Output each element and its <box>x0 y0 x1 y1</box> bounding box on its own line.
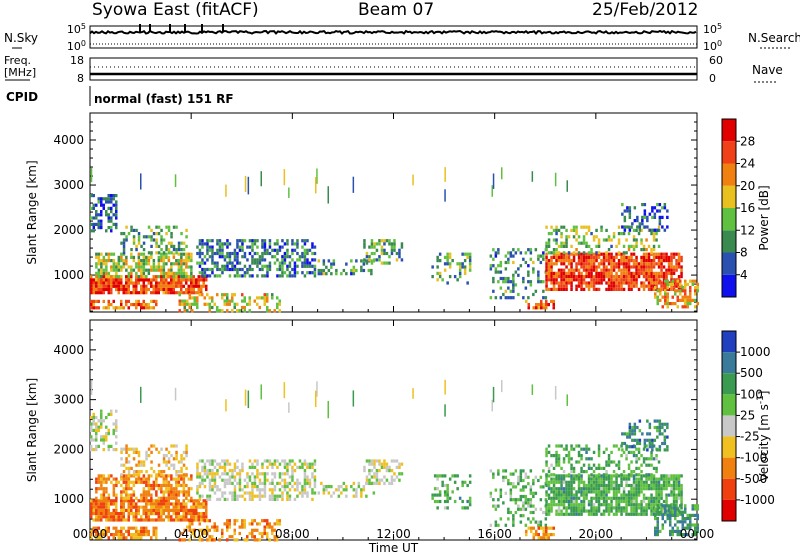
colorbar-segment <box>722 373 736 395</box>
colorbar-tick-label: 100 <box>740 387 763 401</box>
colorbar-segment <box>722 499 736 521</box>
nsearch-label: N.Search <box>748 31 800 45</box>
colorbar-segment <box>722 394 736 416</box>
colorbar-tick-label: 25 <box>740 408 755 422</box>
colorbar-segment <box>722 415 736 437</box>
colorbar-segment <box>722 141 736 164</box>
colorbar-segment <box>722 163 736 186</box>
colorbar-label: Velocity [m s-1] <box>756 391 771 482</box>
colorbar-tick-label: 16 <box>740 201 755 215</box>
y-tick-label: 3000 <box>53 393 84 407</box>
x-tick-label: 12:00 <box>376 527 411 541</box>
x-tick-label: 16:00 <box>477 527 512 541</box>
colorbar-segment <box>722 436 736 458</box>
colorbar-tick-label: 8 <box>740 246 748 260</box>
y-axis-label: Slant Range [km] <box>25 378 39 482</box>
colorbar-segment <box>722 119 736 142</box>
colorbar-segment <box>722 208 736 231</box>
colorbar-tick-label: 4 <box>740 268 748 282</box>
y-tick-label: 2000 <box>53 442 84 456</box>
colorbar-label: Power [dB] <box>757 185 771 250</box>
colorbar-segment <box>722 252 736 275</box>
colorbar-segment <box>722 230 736 253</box>
colorbar-segment <box>722 331 736 353</box>
nsky-label: N.Sky <box>4 31 38 45</box>
colorbar-tick-label: 12 <box>740 223 755 237</box>
colorbar-tick-label: -1000 <box>740 493 775 507</box>
colorbar-tick-label: -500 <box>740 472 767 486</box>
colorbar-tick-label: -25 <box>740 430 760 444</box>
nsky-trace <box>89 29 697 36</box>
freq-tick-bottom: 8 <box>77 72 84 85</box>
colorbar-tick-label: -100 <box>740 451 767 465</box>
colorbar-tick-label: 20 <box>740 179 755 193</box>
cpid-label: CPID <box>6 90 38 104</box>
x-tick-label: 04:00 <box>174 527 209 541</box>
y-tick-label: 4000 <box>53 133 84 147</box>
nave-label: Nave <box>752 63 783 77</box>
colorbar-tick-label: 500 <box>740 366 763 380</box>
date-label: 25/Feb/2012 <box>592 0 699 20</box>
nave-tick-bottom: 0 <box>709 72 716 85</box>
freq-label-1: Freq. <box>4 54 31 67</box>
freq-panel-frame <box>89 57 698 81</box>
beam-label: Beam 07 <box>358 0 435 20</box>
colorbar-segment <box>722 478 736 500</box>
y-tick-label: 1000 <box>53 268 84 282</box>
freq-tick-top: 18 <box>70 54 84 67</box>
nave-tick-top: 60 <box>709 54 723 67</box>
freq-label-2: [MHz] <box>4 66 36 79</box>
nsearch-tick-bottom: 100 <box>703 39 722 54</box>
colorbar-frame <box>721 330 737 522</box>
colorbar-segment <box>722 457 736 479</box>
nsearch-tick-top: 105 <box>703 22 722 37</box>
colorbar-segment <box>722 185 736 208</box>
colorbar-tick-label: 28 <box>740 134 755 148</box>
x-tick-label: 00:00 <box>680 527 715 541</box>
colorbar-segment <box>722 352 736 374</box>
nsky-panel-frame <box>89 25 698 49</box>
chart-title: Syowa East (fitACF) <box>92 0 259 20</box>
x-tick-label: 00:00 <box>73 527 108 541</box>
x-axis-label: Time UT <box>368 541 419 554</box>
y-tick-label: 1000 <box>53 492 84 506</box>
x-tick-label: 08:00 <box>275 527 310 541</box>
colorbar-tick-label: 24 <box>740 157 755 171</box>
y-tick-label: 4000 <box>53 343 84 357</box>
nsky-tick-top: 105 <box>67 22 86 37</box>
cpid-value: normal (fast) 151 RF <box>94 92 234 106</box>
colorbar-tick-label: 1000 <box>740 345 771 359</box>
colorbar-segment <box>722 274 736 297</box>
x-tick-label: 20:00 <box>579 527 614 541</box>
y-tick-label: 2000 <box>53 223 84 237</box>
y-tick-label: 3000 <box>53 178 84 192</box>
nsky-tick-bottom: 100 <box>67 39 86 54</box>
y-axis-label: Slant Range [km] <box>25 160 39 264</box>
